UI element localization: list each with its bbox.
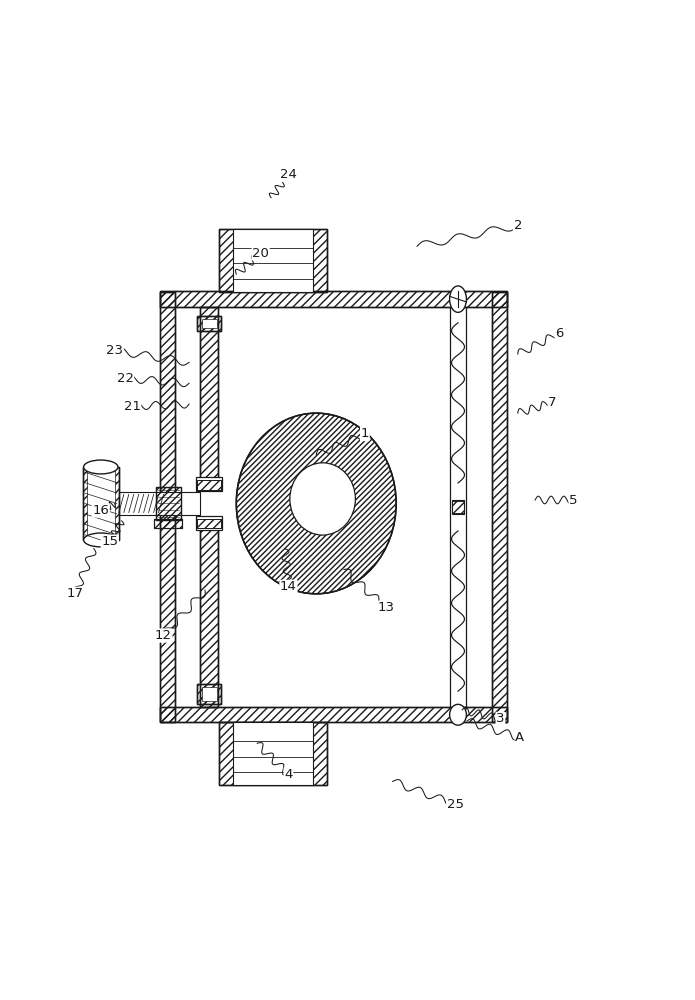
- Text: 16: 16: [92, 504, 109, 517]
- Bar: [160, 292, 507, 307]
- Bar: [196, 477, 222, 491]
- Bar: [233, 229, 313, 292]
- Bar: [156, 487, 181, 520]
- Bar: [200, 523, 218, 707]
- Ellipse shape: [450, 286, 466, 312]
- Bar: [219, 229, 327, 292]
- Text: 4: 4: [284, 768, 293, 781]
- Text: 6: 6: [555, 327, 564, 340]
- Bar: [200, 307, 218, 484]
- Bar: [87, 469, 115, 538]
- Bar: [160, 707, 507, 722]
- Ellipse shape: [236, 413, 396, 594]
- Text: 7: 7: [548, 396, 557, 409]
- Ellipse shape: [83, 460, 118, 474]
- Text: 15: 15: [101, 535, 118, 548]
- Text: 17: 17: [67, 587, 83, 600]
- Ellipse shape: [83, 533, 118, 547]
- Bar: [492, 292, 507, 722]
- Ellipse shape: [290, 463, 355, 535]
- Bar: [197, 480, 221, 490]
- Bar: [202, 687, 217, 701]
- Bar: [202, 319, 217, 328]
- Text: 25: 25: [447, 798, 464, 811]
- Bar: [492, 292, 507, 722]
- Bar: [160, 292, 175, 722]
- Text: 24: 24: [280, 168, 297, 181]
- Bar: [452, 500, 464, 514]
- Bar: [83, 467, 119, 540]
- Bar: [450, 307, 466, 707]
- Bar: [197, 519, 221, 528]
- Bar: [200, 523, 218, 707]
- Text: 22: 22: [117, 372, 133, 385]
- Bar: [160, 292, 507, 307]
- Bar: [160, 292, 175, 722]
- Text: A: A: [515, 731, 525, 744]
- Bar: [154, 519, 182, 528]
- Bar: [197, 480, 221, 490]
- Bar: [175, 307, 492, 707]
- Text: 23: 23: [106, 344, 123, 357]
- Bar: [156, 487, 181, 520]
- Bar: [197, 316, 221, 331]
- Bar: [452, 501, 464, 513]
- Bar: [452, 501, 464, 513]
- Text: 5: 5: [569, 493, 578, 506]
- Bar: [119, 492, 200, 515]
- Text: 12: 12: [155, 629, 172, 642]
- Bar: [233, 722, 313, 785]
- Bar: [197, 684, 221, 704]
- Bar: [83, 467, 119, 540]
- Text: 1: 1: [361, 427, 369, 440]
- Text: 13: 13: [377, 601, 394, 614]
- Bar: [197, 684, 221, 704]
- Text: 20: 20: [252, 247, 269, 260]
- Bar: [197, 316, 221, 331]
- Bar: [219, 722, 327, 785]
- Bar: [200, 307, 218, 484]
- Text: 21: 21: [124, 400, 140, 413]
- Bar: [196, 516, 222, 530]
- Text: 3: 3: [496, 712, 505, 725]
- Bar: [197, 519, 221, 528]
- Bar: [219, 229, 327, 292]
- Bar: [160, 707, 507, 722]
- Text: 2: 2: [514, 219, 522, 232]
- Ellipse shape: [450, 704, 466, 725]
- Bar: [156, 487, 181, 520]
- Bar: [219, 722, 327, 785]
- Bar: [154, 519, 182, 528]
- Text: 14: 14: [280, 580, 297, 593]
